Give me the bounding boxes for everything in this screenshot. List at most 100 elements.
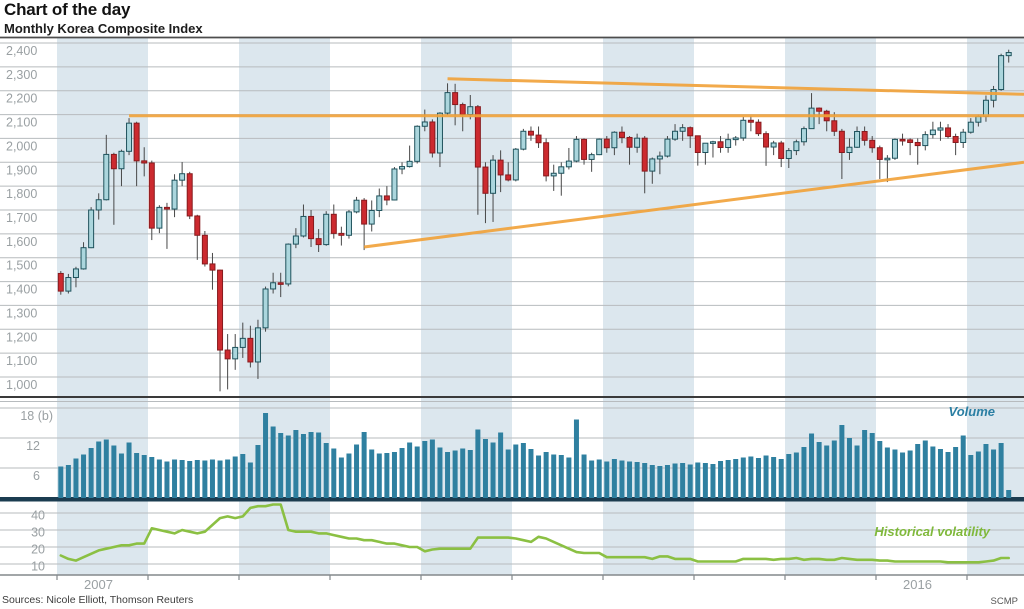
volume-bar [149, 457, 155, 498]
candle-down [497, 159, 504, 176]
price-tick-label: 2,000 [6, 139, 37, 153]
volume-bar [801, 447, 807, 498]
volume-bar [809, 433, 815, 498]
volume-bar [202, 460, 208, 498]
volume-bar [225, 459, 231, 498]
volume-bar [308, 432, 314, 498]
volume-bar [748, 456, 754, 498]
candle-up [884, 157, 891, 161]
year-label: 2016 [903, 577, 932, 592]
candle-down [110, 153, 117, 170]
volume-bar [460, 448, 466, 498]
candle-up [770, 142, 777, 148]
candle-down [535, 134, 542, 144]
volume-bar [58, 466, 64, 498]
candle-down [186, 173, 193, 217]
volume-bar [141, 455, 147, 498]
volume-bar [126, 442, 132, 498]
candle-down [876, 147, 883, 160]
candle-up [800, 128, 807, 143]
volume-bar [81, 454, 87, 498]
volume-bar [73, 458, 79, 498]
year-stripes [57, 38, 1024, 575]
volume-bar [179, 460, 185, 498]
volatility-panel-label: Historical volatility [874, 524, 990, 539]
volume-bar [702, 463, 708, 498]
volume-bar [103, 439, 109, 498]
candle-up [414, 125, 421, 162]
axis-tick-labels: 2,400 2,300 2,200 2,100 2,000 1,900 1,800 1,700… [6, 44, 932, 592]
candle-up [88, 209, 95, 249]
candle-down [581, 138, 588, 160]
candle-down [247, 337, 254, 363]
volume-bar [407, 442, 413, 498]
volume-bar [467, 450, 473, 498]
candle-up [709, 141, 716, 144]
candle-down [474, 106, 481, 168]
volume-bar [566, 457, 572, 498]
volume-tick-label: 18 (b) [20, 409, 53, 423]
candle-up [171, 179, 178, 210]
upper-trendline [447, 77, 1024, 96]
volume-bar [278, 433, 284, 498]
candle-down [459, 104, 466, 116]
candle-up [937, 127, 944, 131]
volume-bar [740, 457, 746, 498]
volume-bar [581, 454, 587, 498]
volume-bar [968, 455, 974, 498]
candle-down [361, 199, 368, 225]
volume-bar [831, 440, 837, 498]
candle-up [846, 146, 853, 154]
candle-up [254, 327, 261, 363]
volume-bar [892, 449, 898, 498]
candle-down [869, 139, 876, 149]
volume-bar [573, 419, 579, 498]
volume-bar [763, 455, 769, 498]
volume-bar [520, 443, 526, 498]
candle-down [224, 349, 231, 360]
candle-down [141, 160, 148, 164]
volume-bar [991, 449, 997, 498]
panel-frames [0, 36, 1024, 580]
volume-bar [937, 449, 943, 498]
candle-down [163, 206, 170, 210]
volume-bar [452, 450, 458, 498]
volume-bar [558, 455, 564, 498]
candle-down [217, 269, 224, 351]
price-tick-label: 1,800 [6, 187, 37, 201]
candle-up [573, 138, 580, 162]
candle-up [118, 150, 125, 170]
candle-up [368, 209, 375, 225]
candle-up [732, 137, 739, 141]
volume-bar [960, 435, 966, 498]
volume-bar [513, 444, 519, 498]
candle-up [95, 199, 102, 211]
volume-bar [998, 443, 1004, 498]
volume-bar [217, 460, 223, 498]
volume-bar [391, 452, 397, 498]
volume-bar [505, 449, 511, 498]
volume-bar [270, 426, 276, 498]
candle-up [65, 277, 72, 292]
volume-bar [414, 446, 420, 498]
volume-bar [983, 444, 989, 498]
candle-up [444, 92, 451, 114]
volume-panel-label: Volume [948, 404, 995, 419]
volume-bar [445, 452, 451, 498]
candle-up [467, 106, 474, 116]
price-tick-label: 1,600 [6, 235, 37, 249]
candle-down [763, 133, 770, 148]
volume-bar [915, 444, 921, 498]
candle-down [831, 120, 838, 132]
volume-bar [664, 465, 670, 498]
candle-down [861, 131, 868, 141]
price-tick-label: 2,400 [6, 44, 37, 58]
candle-down [452, 92, 459, 106]
candle-down [952, 136, 959, 143]
volume-bar [551, 454, 557, 498]
volume-bar [361, 432, 367, 498]
candle-up [323, 213, 330, 246]
volume-bar [111, 445, 117, 498]
candle-up [80, 247, 87, 270]
